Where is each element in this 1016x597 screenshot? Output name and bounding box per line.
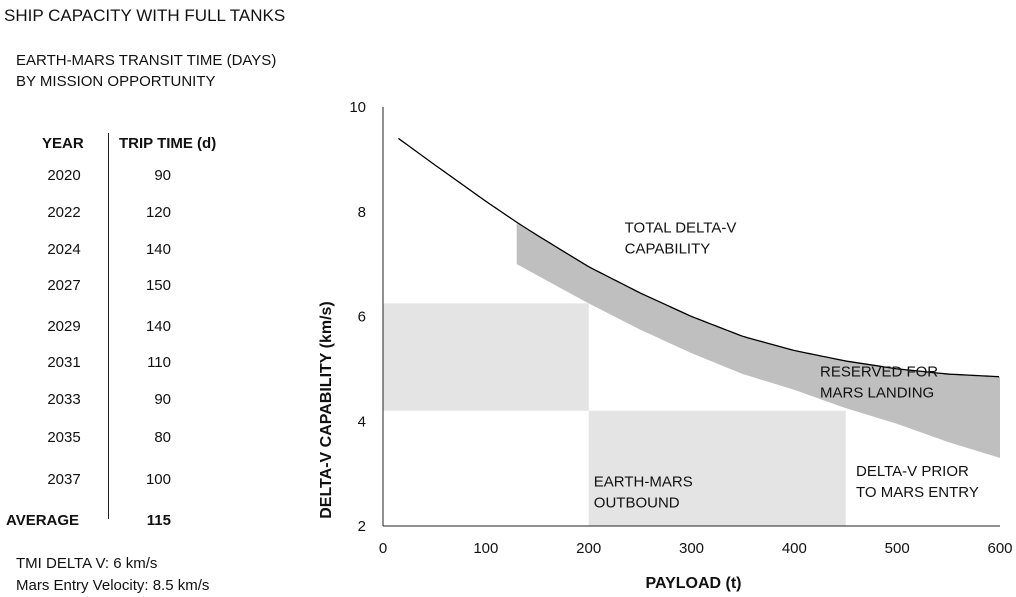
- table-divider: [108, 133, 109, 519]
- table-row-year: 2029: [47, 318, 81, 335]
- table-row-year: 2022: [47, 204, 81, 221]
- y-tick-label: 6: [358, 309, 366, 326]
- table-row-year: 2033: [47, 391, 81, 408]
- table-row-trip: 90: [154, 167, 171, 184]
- x-tick-label: 600: [987, 540, 1012, 557]
- table-row-year: 2031: [47, 354, 81, 371]
- y-tick-label: 8: [358, 204, 366, 221]
- table-row-trip: 90: [154, 391, 171, 408]
- y-axis-label: DELTA-V CAPABILITY (km/s): [318, 301, 335, 519]
- chart-annotation: MARS LANDING: [820, 385, 934, 402]
- table-subtitle: EARTH-MARS TRANSIT TIME (DAYS) BY MISSIO…: [16, 50, 276, 92]
- outbound-region: [588, 410, 846, 526]
- total-capability-curve: [398, 137, 1000, 378]
- tmi-delta-v-note: TMI DELTA V: 6 km/s: [16, 555, 158, 572]
- table-row-trip: 120: [145, 204, 171, 221]
- table-row-year: 2020: [47, 167, 81, 184]
- chart-annotation: EARTH-MARS: [594, 474, 693, 491]
- average-value: 115: [146, 512, 171, 529]
- x-axis-label: PAYLOAD (t): [646, 575, 742, 592]
- table-row-year: 2035: [47, 429, 81, 446]
- table-row-year: 2027: [47, 277, 81, 294]
- chart-annotation: OUTBOUND: [594, 495, 680, 512]
- table-row-trip: 150: [145, 277, 171, 294]
- table-row-trip: 140: [145, 318, 171, 335]
- page-title: SHIP CAPACITY WITH FULL TANKS: [4, 6, 286, 25]
- table-row-trip: 110: [147, 354, 171, 371]
- reserved-band: [516, 222, 1000, 458]
- x-tick-label: 200: [576, 540, 601, 557]
- chart-annotation: RESERVED FOR: [820, 364, 938, 381]
- x-tick-label: 100: [473, 540, 498, 557]
- x-tick-label: 300: [679, 540, 704, 557]
- table-row-year: 2024: [47, 241, 81, 258]
- y-tick-label: 2: [358, 518, 366, 535]
- table-row-trip: 100: [145, 471, 171, 488]
- chart-annotation: TOTAL DELTA-V: [625, 220, 737, 237]
- average-label: AVERAGE: [6, 512, 80, 529]
- outbound-region: [383, 303, 589, 411]
- mars-entry-velocity-note: Mars Entry Velocity: 8.5 km/s: [16, 577, 210, 594]
- year-column-header: YEAR: [42, 135, 84, 152]
- y-tick-label: 10: [349, 99, 366, 116]
- chart-annotation: TO MARS ENTRY: [856, 484, 979, 501]
- table-row-trip: 140: [145, 241, 171, 258]
- trip-time-column-header: TRIP TIME (d): [119, 135, 217, 152]
- x-tick-label: 400: [782, 540, 807, 557]
- table-row-year: 2037: [47, 471, 81, 488]
- table-subtitle-line-2: BY MISSION OPPORTUNITY: [16, 73, 216, 90]
- chart-annotation: DELTA-V PRIOR: [856, 463, 969, 480]
- x-tick-label: 0: [379, 540, 387, 557]
- table-subtitle-line-1: EARTH-MARS TRANSIT TIME (DAYS): [16, 52, 277, 69]
- chart-annotation: CAPABILITY: [625, 241, 711, 258]
- table-row-trip: 80: [154, 429, 171, 446]
- y-tick-label: 4: [358, 413, 366, 430]
- x-tick-label: 500: [885, 540, 910, 557]
